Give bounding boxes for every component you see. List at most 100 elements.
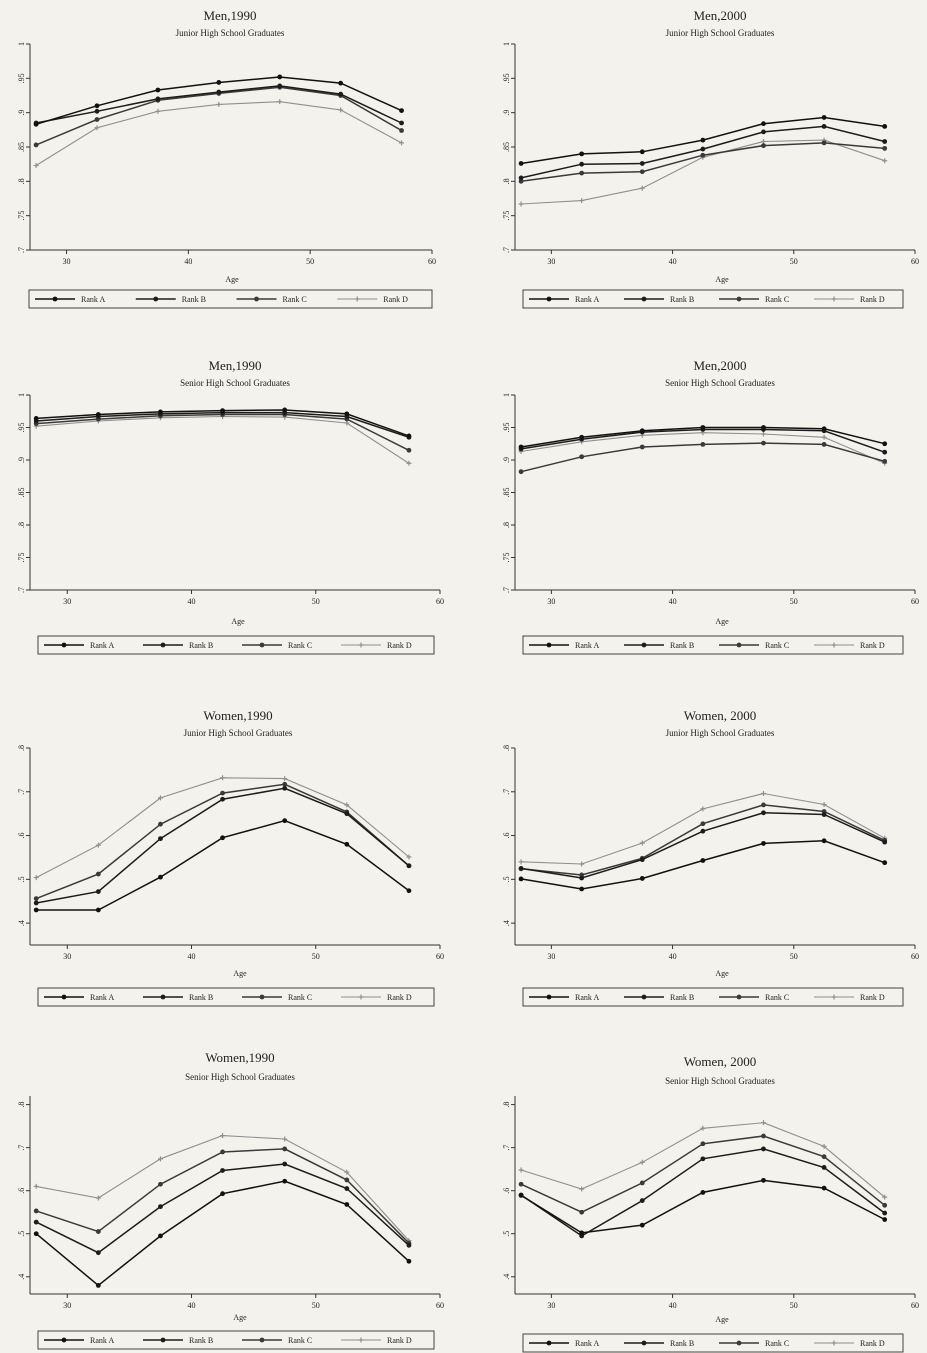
legend-label: Rank D [387,1336,412,1345]
legend-label: Rank A [575,641,599,650]
data-point [882,145,888,151]
x-tick-label: 60 [436,952,444,961]
y-tick-label: 1 [502,42,511,46]
legend-marker [546,1340,552,1346]
data-point [639,1198,645,1203]
x-tick-label: 60 [911,1301,919,1310]
data-point [579,454,585,460]
data-point [821,1143,827,1149]
data-point [282,407,288,413]
data-point [882,860,888,866]
data-point [882,139,888,144]
data-point [518,865,524,871]
series-rank-d [33,99,405,169]
y-tick-label: 1 [502,393,511,397]
x-axis-label: Age [715,1315,729,1324]
data-point [216,89,222,95]
data-point [158,409,163,415]
data-point [821,1165,827,1170]
chart-panel-7: Women,1990 Senior High School Graduates .4… [17,1050,444,1350]
data-point [821,1185,827,1191]
data-point [639,1180,645,1186]
data-point [33,900,39,906]
data-point [406,888,412,894]
data-point [220,790,225,796]
data-point [158,836,163,842]
y-tick-label: .8 [17,178,26,184]
data-point [158,821,163,827]
y-tick-label: .7 [17,1145,26,1151]
y-tick-label: .95 [17,423,26,433]
data-point [518,175,524,181]
y-tick-label: .85 [17,488,26,498]
data-point [639,876,645,881]
legend-marker [52,296,58,302]
data-point [700,152,706,158]
data-point [700,1125,706,1131]
series-rank-d [518,1120,888,1200]
legend-label: Rank B [670,641,694,650]
legend-label: Rank A [81,295,105,304]
series-line [520,840,885,890]
data-point [821,140,827,146]
data-point [95,871,101,877]
x-tick-label: 30 [547,257,555,266]
chart-title: Men,2000 [693,8,746,23]
legend-marker [546,642,552,648]
data-point [882,158,888,164]
data-point [700,425,706,430]
data-point [94,103,100,109]
chart-subtitle: Junior High School Graduates [666,728,775,738]
x-axis-label: Age [233,1313,247,1322]
series-rank-b [518,124,888,181]
series-line [35,86,402,146]
legend-marker [831,296,837,302]
y-tick-label: .5 [17,876,26,882]
legend: Rank A Rank B Rank C Rank D [522,987,904,1007]
data-point [518,1193,524,1198]
legend-marker [831,994,837,1000]
legend-marker [641,296,647,302]
data-point [700,1156,706,1162]
data-point [33,163,39,169]
data-point [761,1133,766,1139]
data-point [579,861,585,867]
legend-marker [641,994,647,1000]
x-tick-label: 60 [911,952,919,961]
data-point [33,1183,39,1189]
data-point [406,447,412,453]
series-rank-a [33,818,412,913]
series-rank-c [518,140,888,184]
legend-marker [259,994,265,1000]
y-tick-label: .5 [502,876,511,882]
chart-subtitle: Senior High School Graduates [180,378,290,388]
series-rank-c [518,1133,888,1215]
data-point [518,876,524,882]
data-point [406,460,412,466]
data-point [882,449,888,455]
data-point [220,775,226,781]
legend-marker [546,296,552,302]
x-tick-label: 60 [428,257,436,266]
data-point [277,83,283,89]
chart-panel-4: Men,2000 Senior High School Graduates .7 .7… [502,358,919,655]
x-tick-label: 40 [669,257,677,266]
data-point [338,91,344,97]
data-point [33,875,39,881]
series-rank-b [33,1161,412,1256]
legend-label: Rank B [189,1336,213,1345]
y-tick-label: .7 [17,789,26,795]
x-tick-label: 40 [188,952,196,961]
data-point [760,431,766,437]
data-point [579,1230,585,1236]
data-point [220,1191,225,1197]
legend-marker [61,1337,67,1343]
data-point [518,444,524,450]
legend-box [522,289,904,309]
data-point [882,458,888,464]
legend-marker [736,296,742,302]
legend-box [28,289,433,309]
data-point [95,1282,101,1288]
data-point [700,821,706,827]
data-point [220,408,225,413]
